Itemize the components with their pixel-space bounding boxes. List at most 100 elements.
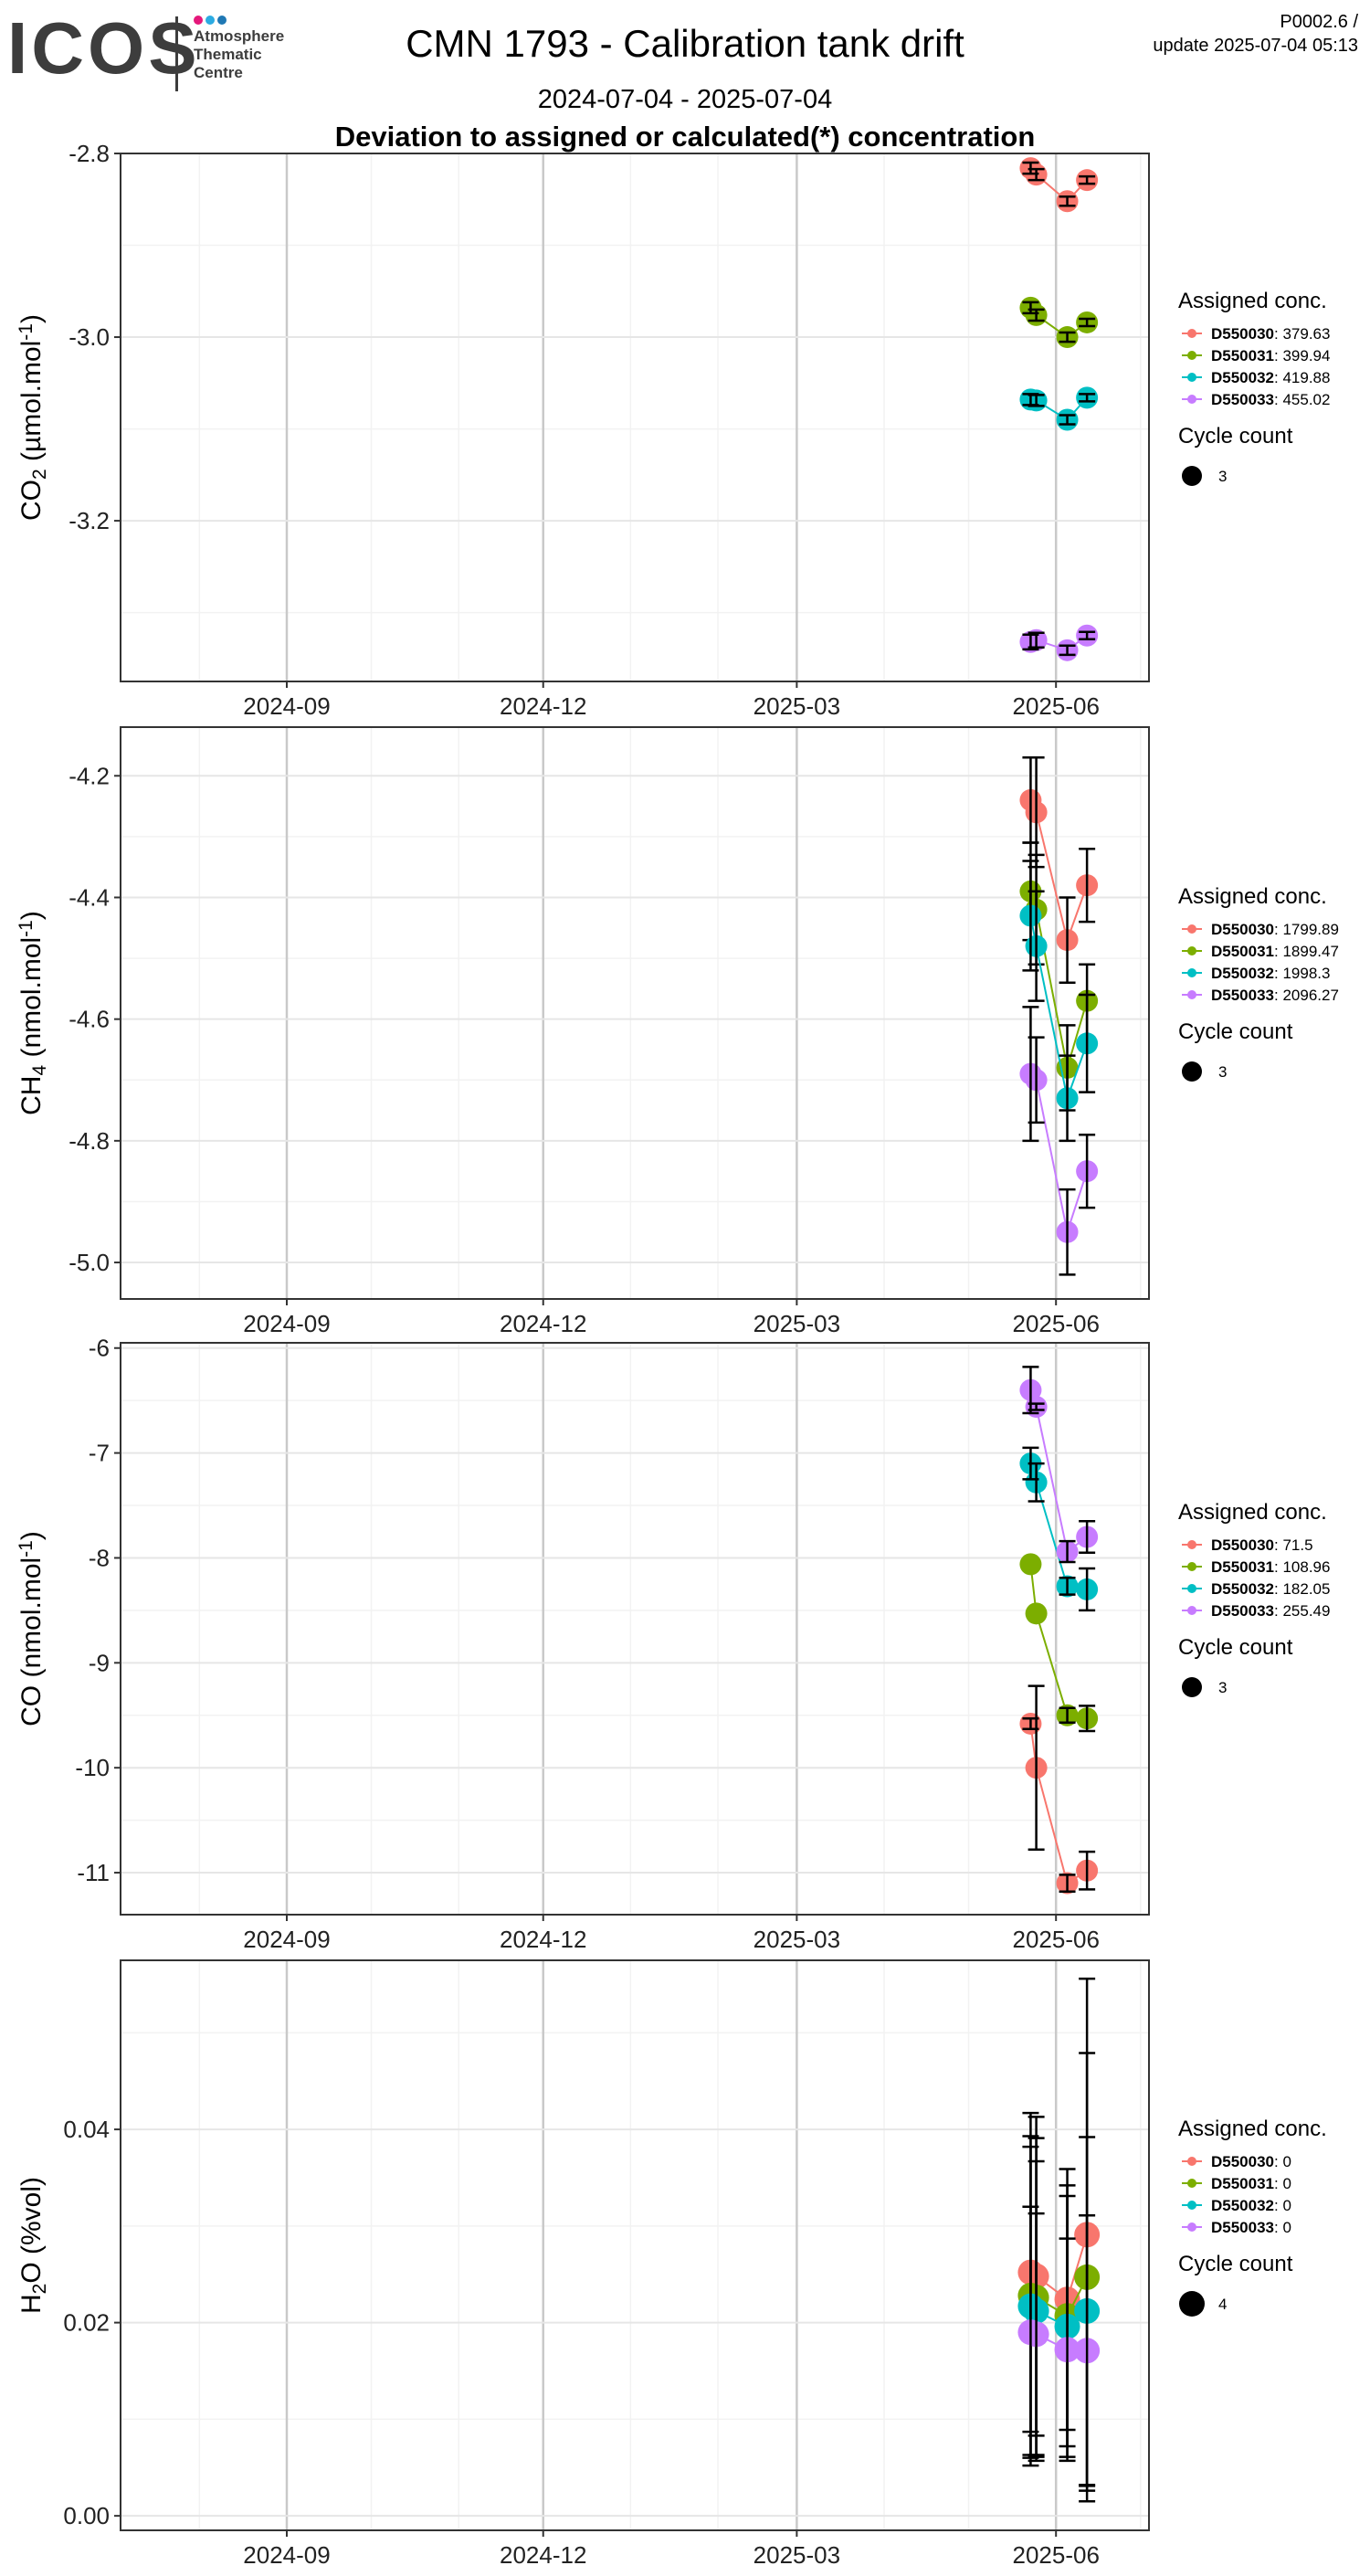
x-tick-label: 2025-06 — [1012, 692, 1099, 720]
legend-entry: D550032: 419.88 — [1211, 369, 1330, 386]
error-bar — [1059, 195, 1076, 207]
y-axis-label: H2O (%vol) — [16, 2177, 50, 2314]
legend-entry: D550030: 71.5 — [1211, 1536, 1313, 1554]
y-tick-label: -9 — [89, 1649, 110, 1676]
error-bar — [1059, 1188, 1076, 1276]
series-D550031 — [1019, 1553, 1099, 1733]
legend-key-dot — [1187, 395, 1196, 404]
error-bar — [1059, 331, 1076, 343]
error-bar — [1028, 2212, 1045, 2456]
logo-dot-pink — [194, 16, 203, 25]
x-tick-label: 2025-03 — [754, 1926, 840, 1953]
logo-sub-line-1: Atmosphere — [194, 27, 284, 45]
x-tick-label: 2025-03 — [754, 2541, 840, 2569]
legend-entry: D550030: 0 — [1211, 2153, 1291, 2170]
legend-cycle-value: 4 — [1218, 2296, 1227, 2313]
error-bar — [1079, 1850, 1096, 1891]
legend: Assigned conc. D550030: 379.63 D550031: 39… — [1178, 289, 1330, 486]
x-tick-label: 2024-09 — [243, 1926, 330, 1953]
legend-key-dot — [1187, 1584, 1196, 1593]
x-tick-label: 2025-03 — [754, 692, 840, 720]
figure-subtitle: Deviation to assigned or calculated(*) c… — [335, 121, 1036, 153]
legend-entry: D550031: 1899.47 — [1211, 943, 1339, 960]
y-tick-label: -4.8 — [68, 1127, 110, 1155]
legend-title-assigned: Assigned conc. — [1178, 2117, 1327, 2141]
legend-entry: D550031: 108.96 — [1211, 1558, 1330, 1576]
legend-title-assigned: Assigned conc. — [1178, 1500, 1327, 1525]
legend-entry: D550031: 399.94 — [1211, 347, 1330, 364]
legend-entry: D550030: 1799.89 — [1211, 921, 1339, 938]
legend-cycle-dot — [1182, 466, 1202, 486]
error-bar — [1028, 890, 1045, 1002]
y-tick-label: -3.0 — [68, 323, 110, 351]
data-point — [1025, 1602, 1048, 1625]
error-bar — [1079, 1705, 1096, 1733]
series-D550033 — [1019, 624, 1099, 661]
y-tick-label: -5.0 — [68, 1249, 110, 1276]
error-bar — [1059, 644, 1076, 657]
plot-border — [120, 1342, 1150, 1916]
y-tick-label: -7 — [89, 1440, 110, 1467]
plot-area — [121, 1960, 1149, 2530]
plot-border — [120, 1959, 1150, 2531]
x-tick-label: 2024-12 — [500, 2541, 586, 2569]
figure-title: CMN 1793 - Calibration tank drift — [406, 22, 964, 65]
y-tick-label: 0.04 — [63, 2116, 110, 2143]
legend-title-assigned: Assigned conc. — [1178, 884, 1327, 909]
legend-entry: D550033: 0 — [1211, 2219, 1291, 2236]
logo-sub-line-3: Centre — [194, 64, 243, 81]
error-bar — [1028, 394, 1045, 407]
error-bar — [1028, 1402, 1045, 1411]
error-bar — [1059, 414, 1076, 426]
y-tick-label: -4.6 — [68, 1006, 110, 1033]
date-range: 2024-07-04 - 2025-07-04 — [538, 85, 832, 114]
y-tick-label: -8 — [89, 1544, 110, 1571]
x-tick-label: 2024-12 — [500, 1926, 586, 1953]
legend-key-dot — [1187, 1606, 1196, 1615]
plot-border — [120, 153, 1150, 682]
legend-entry: D550033: 2096.27 — [1211, 987, 1339, 1004]
legend-key-dot — [1187, 2222, 1196, 2232]
legend-cycle-value: 3 — [1218, 1679, 1227, 1696]
plot-area — [121, 727, 1149, 1299]
x-tick-label: 2024-09 — [243, 1310, 330, 1337]
x-tick-label: 2025-06 — [1012, 1926, 1099, 1953]
y-tick-label: -2.8 — [68, 140, 110, 167]
legend-key-dot — [1187, 351, 1196, 360]
icos-logo: ICOS Atmosphere Thematic Centre — [7, 7, 284, 91]
y-tick-label: 0.02 — [63, 2309, 110, 2337]
y-tick-label: -4.2 — [68, 762, 110, 789]
legend: Assigned conc. D550030: 71.5 D550031: 108.… — [1178, 1500, 1330, 1697]
error-bar — [1028, 1036, 1045, 1124]
legend-entry: D550032: 0 — [1211, 2197, 1291, 2214]
logo-dot-lightblue — [206, 16, 215, 25]
legend-key-dot — [1187, 373, 1196, 382]
error-bar — [1079, 630, 1096, 641]
x-tick-label: 2025-06 — [1012, 1310, 1099, 1337]
y-tick-label: -6 — [89, 1335, 110, 1362]
series-D550033 — [1019, 1366, 1099, 1564]
error-bar — [1028, 308, 1045, 322]
y-tick-label: -10 — [75, 1754, 110, 1781]
series-D550033 — [1017, 2205, 1101, 2487]
series-D550033 — [1019, 1006, 1099, 1276]
legend-entry: D550032: 1998.3 — [1211, 965, 1330, 982]
legend-entry: D550033: 255.49 — [1211, 1602, 1330, 1620]
legend-key-dot — [1187, 329, 1196, 338]
legend-key-dot — [1187, 1540, 1196, 1549]
legend-key-dot — [1187, 990, 1196, 999]
legend-key-dot — [1187, 924, 1196, 934]
x-tick-label: 2025-06 — [1012, 2541, 1099, 2569]
error-bar — [1059, 2237, 1076, 2463]
legend-cycle-dot — [1182, 1677, 1202, 1697]
plot-area — [121, 153, 1149, 681]
y-tick-label: 0.00 — [63, 2502, 110, 2529]
legend-key-dot — [1187, 2157, 1196, 2166]
error-bar — [1028, 1684, 1045, 1852]
error-bar — [1079, 847, 1096, 924]
x-tick-label: 2025-03 — [754, 1310, 840, 1337]
legend-cycle-value: 3 — [1218, 1063, 1227, 1081]
x-tick-label: 2024-12 — [500, 1310, 586, 1337]
legend-cycle-dot — [1179, 2291, 1205, 2317]
